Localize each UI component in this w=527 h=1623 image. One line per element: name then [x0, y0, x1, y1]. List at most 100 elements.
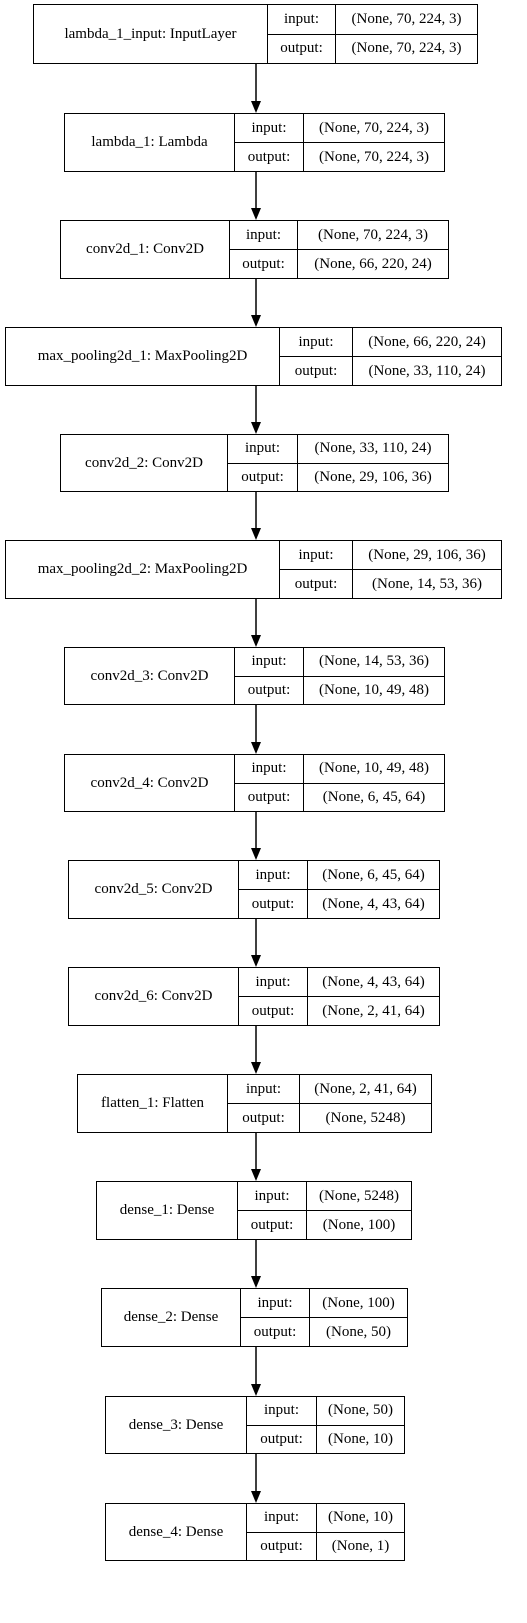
- input-label: input:: [228, 435, 297, 464]
- output-shape: (None, 1): [331, 1537, 390, 1554]
- input-label: input:: [280, 328, 352, 357]
- layer-node: dense_4: Dense input: output: (None, 10) (No…: [105, 1503, 405, 1561]
- input-label: input:: [235, 114, 303, 143]
- output-shape: (None, 4, 43, 64): [322, 895, 425, 912]
- output-shape: (None, 70, 224, 3): [351, 40, 462, 57]
- arrowhead-icon: [251, 848, 261, 860]
- output-shape: (None, 10): [328, 1430, 393, 1447]
- output-label: output:: [247, 788, 291, 805]
- layer-node: dense_3: Dense input: output: (None, 50) (No…: [105, 1396, 405, 1454]
- input-label: input:: [235, 648, 303, 677]
- input-shape: (None, 4, 43, 64): [308, 968, 439, 997]
- input-shape: (None, 14, 53, 36): [304, 648, 444, 677]
- arrowhead-icon: [251, 1491, 261, 1503]
- arrowhead-icon: [251, 1276, 261, 1288]
- output-label: output:: [241, 468, 284, 485]
- output-label: output:: [247, 148, 291, 165]
- output-shape: (None, 50): [326, 1323, 391, 1340]
- input-shape: (None, 10, 49, 48): [304, 755, 444, 784]
- layer-node: flatten_1: Flatten input: output: (None, 2,…: [77, 1074, 432, 1133]
- layer-node: conv2d_6: Conv2D input: output: (None, 4, 4…: [68, 967, 440, 1026]
- layer-name: max_pooling2d_1: MaxPooling2D: [6, 328, 280, 385]
- layer-name: dense_2: Dense: [102, 1289, 241, 1346]
- input-label: input:: [228, 1075, 299, 1104]
- layer-node: dense_1: Dense input: output: (None, 5248) (…: [96, 1181, 412, 1240]
- input-shape: (None, 2, 41, 64): [300, 1075, 431, 1104]
- input-label: input:: [230, 221, 297, 250]
- arrowhead-icon: [251, 742, 261, 754]
- input-label: input:: [238, 1182, 306, 1211]
- layer-name: lambda_1: Lambda: [65, 114, 235, 171]
- input-label: input:: [239, 968, 307, 997]
- layer-node: conv2d_4: Conv2D input: output: (None, 10, …: [64, 754, 445, 812]
- arrowhead-icon: [251, 422, 261, 434]
- output-shape: (None, 10, 49, 48): [319, 681, 429, 698]
- layer-name: dense_1: Dense: [97, 1182, 238, 1239]
- arrowhead-icon: [251, 315, 261, 327]
- layer-name: conv2d_2: Conv2D: [61, 435, 228, 491]
- output-label: output:: [251, 1002, 295, 1019]
- input-shape: (None, 29, 106, 36): [353, 541, 501, 570]
- output-label: output:: [260, 1430, 303, 1447]
- layer-name: max_pooling2d_2: MaxPooling2D: [6, 541, 280, 598]
- arrowhead-icon: [251, 1384, 261, 1396]
- input-shape: (None, 70, 224, 3): [304, 114, 444, 143]
- layer-node: conv2d_1: Conv2D input: output: (None, 70, …: [60, 220, 449, 279]
- layer-name: conv2d_4: Conv2D: [65, 755, 235, 811]
- output-shape: (None, 100): [322, 1216, 396, 1233]
- arrowhead-icon: [251, 955, 261, 967]
- arrowhead-icon: [251, 635, 261, 647]
- input-label: input:: [235, 755, 303, 784]
- input-shape: (None, 100): [310, 1289, 407, 1318]
- arrowhead-icon: [251, 528, 261, 540]
- input-label: input:: [268, 5, 335, 35]
- input-shape: (None, 70, 224, 3): [336, 5, 477, 35]
- layer-node: conv2d_2: Conv2D input: output: (None, 33, …: [60, 434, 449, 492]
- layer-node: conv2d_5: Conv2D input: output: (None, 6, 4…: [68, 860, 440, 919]
- layer-name: dense_4: Dense: [106, 1504, 247, 1560]
- input-shape: (None, 50): [317, 1397, 404, 1426]
- input-label: input:: [247, 1504, 316, 1533]
- layer-node: max_pooling2d_2: MaxPooling2D input: outpu…: [5, 540, 502, 599]
- input-shape: (None, 66, 220, 24): [353, 328, 501, 357]
- layer-node: conv2d_3: Conv2D input: output: (None, 14, …: [64, 647, 445, 705]
- output-label: output:: [247, 681, 291, 698]
- layer-node: lambda_1_input: InputLayer input: output: (…: [33, 4, 478, 64]
- layer-node: dense_2: Dense input: output: (None, 100) (N…: [101, 1288, 408, 1347]
- output-shape: (None, 33, 110, 24): [368, 362, 486, 379]
- arrowhead-icon: [251, 1169, 261, 1181]
- output-shape: (None, 14, 53, 36): [372, 575, 482, 592]
- output-shape: (None, 6, 45, 64): [322, 788, 426, 805]
- output-label: output:: [294, 575, 338, 592]
- input-shape: (None, 10): [317, 1504, 404, 1533]
- input-label: input:: [239, 861, 307, 890]
- input-label: input:: [241, 1289, 309, 1318]
- layer-name: flatten_1: Flatten: [78, 1075, 228, 1132]
- layer-name: dense_3: Dense: [106, 1397, 247, 1453]
- layer-name: conv2d_3: Conv2D: [65, 648, 235, 704]
- output-shape: (None, 66, 220, 24): [314, 255, 432, 272]
- output-label: output:: [242, 1109, 285, 1126]
- output-shape: (None, 70, 224, 3): [319, 148, 429, 165]
- layer-node: lambda_1: Lambda input: output: (None, 70, …: [64, 113, 445, 172]
- output-shape: (None, 2, 41, 64): [322, 1002, 425, 1019]
- input-label: input:: [247, 1397, 316, 1426]
- layer-name: conv2d_6: Conv2D: [69, 968, 239, 1025]
- arrowhead-icon: [251, 1062, 261, 1074]
- layer-name: conv2d_1: Conv2D: [61, 221, 230, 278]
- input-shape: (None, 6, 45, 64): [308, 861, 439, 890]
- output-label: output:: [250, 1216, 294, 1233]
- layer-name: conv2d_5: Conv2D: [69, 861, 239, 918]
- output-label: output:: [294, 362, 338, 379]
- output-label: output:: [253, 1323, 297, 1340]
- output-shape: (None, 29, 106, 36): [314, 468, 432, 485]
- layer-node: max_pooling2d_1: MaxPooling2D input: outpu…: [5, 327, 502, 386]
- output-label: output:: [260, 1537, 303, 1554]
- input-label: input:: [280, 541, 352, 570]
- output-label: output:: [242, 255, 285, 272]
- output-label: output:: [280, 40, 323, 57]
- input-shape: (None, 33, 110, 24): [298, 435, 448, 464]
- output-shape: (None, 5248): [325, 1109, 406, 1126]
- layer-name: lambda_1_input: InputLayer: [34, 5, 268, 63]
